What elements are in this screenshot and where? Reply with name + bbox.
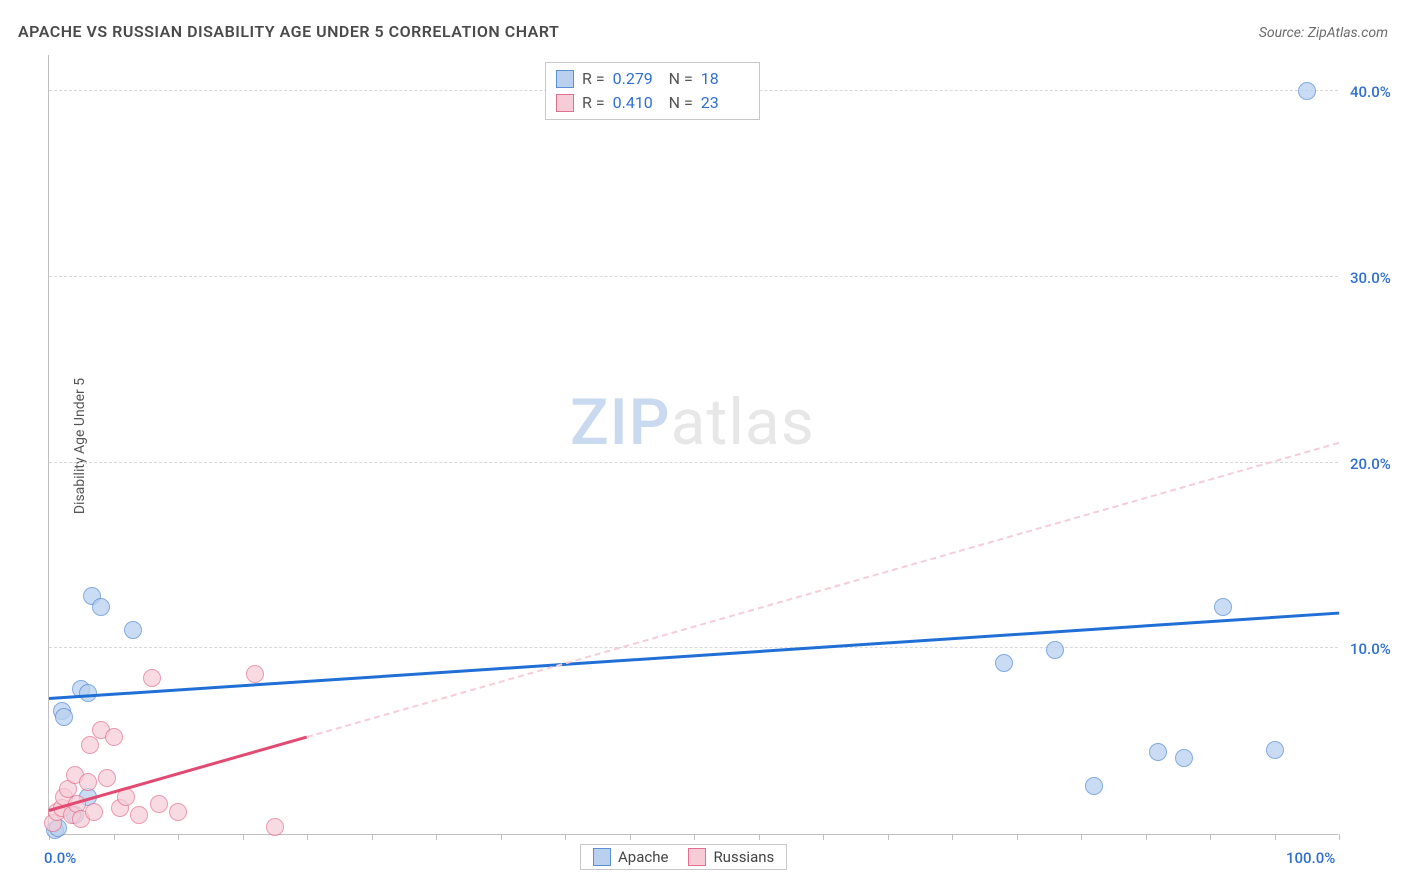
stats-row: R = 0.410 N = 23	[556, 91, 749, 115]
scatter-point	[1149, 743, 1167, 761]
legend-swatch	[556, 94, 574, 112]
x-tick	[178, 834, 179, 840]
scatter-point	[79, 684, 97, 702]
legend-swatch	[556, 70, 574, 88]
y-tick-label: 40.0%	[1350, 83, 1391, 101]
gridline	[49, 276, 1338, 277]
legend-swatch	[688, 848, 706, 866]
scatter-point	[81, 736, 99, 754]
scatter-point	[98, 769, 116, 787]
stat-r-label: R =	[582, 91, 605, 115]
x-tick-label: 0.0%	[44, 849, 76, 867]
legend-label: Apache	[618, 848, 668, 866]
chart-source: Source: ZipAtlas.com	[1259, 25, 1388, 41]
stats-row: R = 0.279 N = 18	[556, 67, 749, 91]
y-tick-label: 30.0%	[1350, 269, 1391, 287]
x-tick	[823, 834, 824, 840]
scatter-point	[1266, 741, 1284, 759]
stat-r-value: 0.279	[613, 67, 661, 91]
x-tick	[630, 834, 631, 840]
x-tick	[1146, 834, 1147, 840]
scatter-point	[995, 654, 1013, 672]
x-tick	[1210, 834, 1211, 840]
y-tick-label: 10.0%	[1350, 640, 1391, 658]
gridline	[49, 462, 1338, 463]
chart-title: APACHE VS RUSSIAN DISABILITY AGE UNDER 5…	[18, 22, 559, 41]
scatter-point	[246, 665, 264, 683]
scatter-chart	[48, 55, 1338, 835]
scatter-point	[85, 803, 103, 821]
stat-n-value: 23	[701, 91, 749, 115]
scatter-point	[79, 773, 97, 791]
scatter-point	[105, 728, 123, 746]
stat-n-value: 18	[701, 67, 749, 91]
x-tick	[114, 834, 115, 840]
stat-n-label: N =	[669, 91, 693, 115]
x-tick	[501, 834, 502, 840]
x-tick	[694, 834, 695, 840]
scatter-point	[1214, 598, 1232, 616]
x-tick	[565, 834, 566, 840]
x-tick	[1081, 834, 1082, 840]
legend-swatch	[593, 848, 611, 866]
gridline	[49, 647, 1338, 648]
scatter-point	[150, 795, 168, 813]
x-tick	[1017, 834, 1018, 840]
x-tick	[436, 834, 437, 840]
x-tick	[888, 834, 889, 840]
x-tick	[1275, 834, 1276, 840]
x-tick	[952, 834, 953, 840]
legend-item: Russians	[688, 848, 774, 866]
scatter-point	[169, 803, 187, 821]
scatter-point	[1175, 749, 1193, 767]
scatter-point	[1085, 777, 1103, 795]
x-tick	[307, 834, 308, 840]
scatter-point	[55, 708, 73, 726]
scatter-point	[1298, 82, 1316, 100]
x-tick	[372, 834, 373, 840]
stat-r-label: R =	[582, 67, 605, 91]
series-legend: Apache Russians	[580, 844, 787, 870]
stats-legend-box: R = 0.279 N = 18 R = 0.410 N = 23	[545, 62, 760, 120]
scatter-point	[266, 818, 284, 836]
scatter-point	[130, 806, 148, 824]
stat-r-value: 0.410	[613, 91, 661, 115]
legend-label: Russians	[713, 848, 774, 866]
scatter-point	[1046, 641, 1064, 659]
legend-item: Apache	[593, 848, 668, 866]
x-tick-label: 100.0%	[1286, 849, 1335, 867]
y-tick-label: 20.0%	[1350, 455, 1391, 473]
scatter-point	[124, 621, 142, 639]
scatter-point	[143, 669, 161, 687]
x-tick	[243, 834, 244, 840]
x-tick	[759, 834, 760, 840]
stat-n-label: N =	[669, 67, 693, 91]
trend-line-extrapolated	[307, 442, 1340, 738]
x-tick	[1339, 834, 1340, 840]
scatter-point	[92, 598, 110, 616]
